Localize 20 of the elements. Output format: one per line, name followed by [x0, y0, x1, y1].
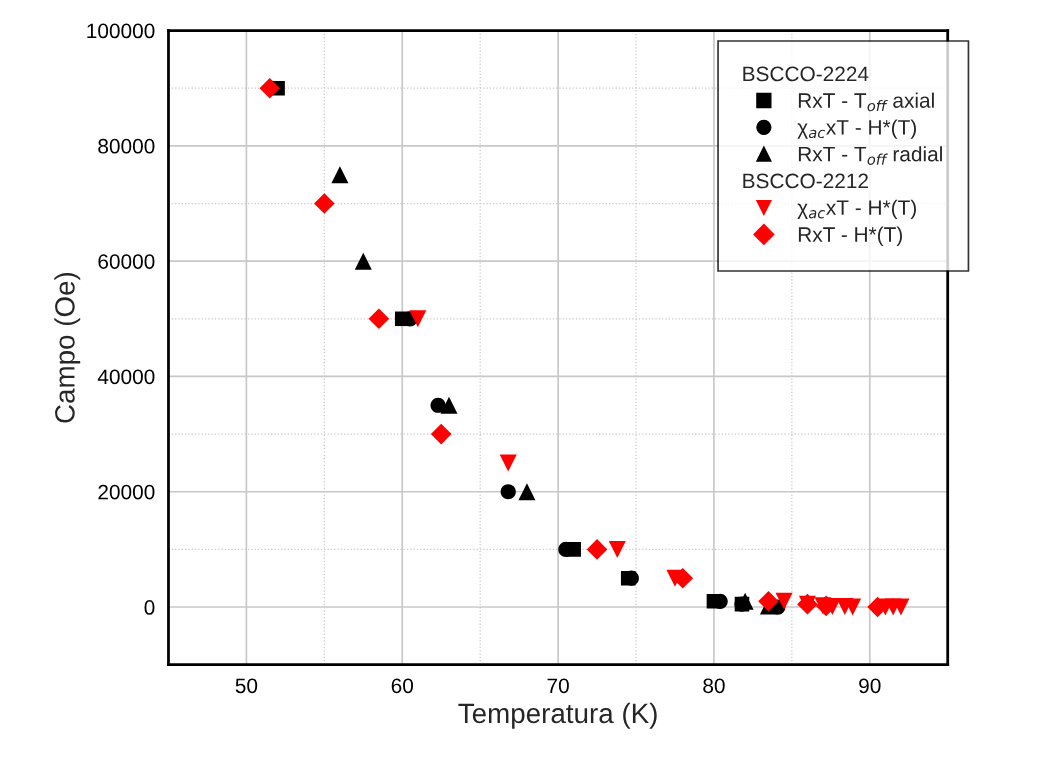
- y-tick-label: 40000: [97, 369, 155, 385]
- y-tick-label: 100000: [87, 23, 155, 39]
- legend-label: χ$_{ac}$xT - H*(T): [797, 199, 916, 220]
- y-tick-label: 0: [144, 600, 155, 615]
- y-tick-label: 80000: [98, 138, 155, 154]
- annotation: BSCCO-2224: [743, 66, 869, 82]
- y-tick-label: 20000: [98, 484, 155, 500]
- x-tick-label: 80: [703, 678, 725, 694]
- legend-label: RxT - H*(T): [798, 226, 902, 246]
- x-tick-label: 50: [235, 678, 258, 694]
- x-tick-label: 90: [859, 678, 881, 694]
- legend-label: RxT - T$_{off}$ axial: [798, 92, 934, 112]
- legend-label: χ$_{ac}$xT - H*(T): [797, 119, 916, 139]
- y-tick-label: 60000: [98, 254, 155, 269]
- x-axis-title: Temperatura (K): [458, 702, 657, 729]
- x-tick-label: 70: [547, 678, 569, 694]
- y-axis-title: Campo (Oe): [54, 272, 81, 423]
- legend-label: RxT - T$_{off}$ radial: [798, 146, 942, 165]
- x-tick-label: 60: [391, 678, 414, 694]
- annotation: BSCCO-2212: [743, 173, 868, 189]
